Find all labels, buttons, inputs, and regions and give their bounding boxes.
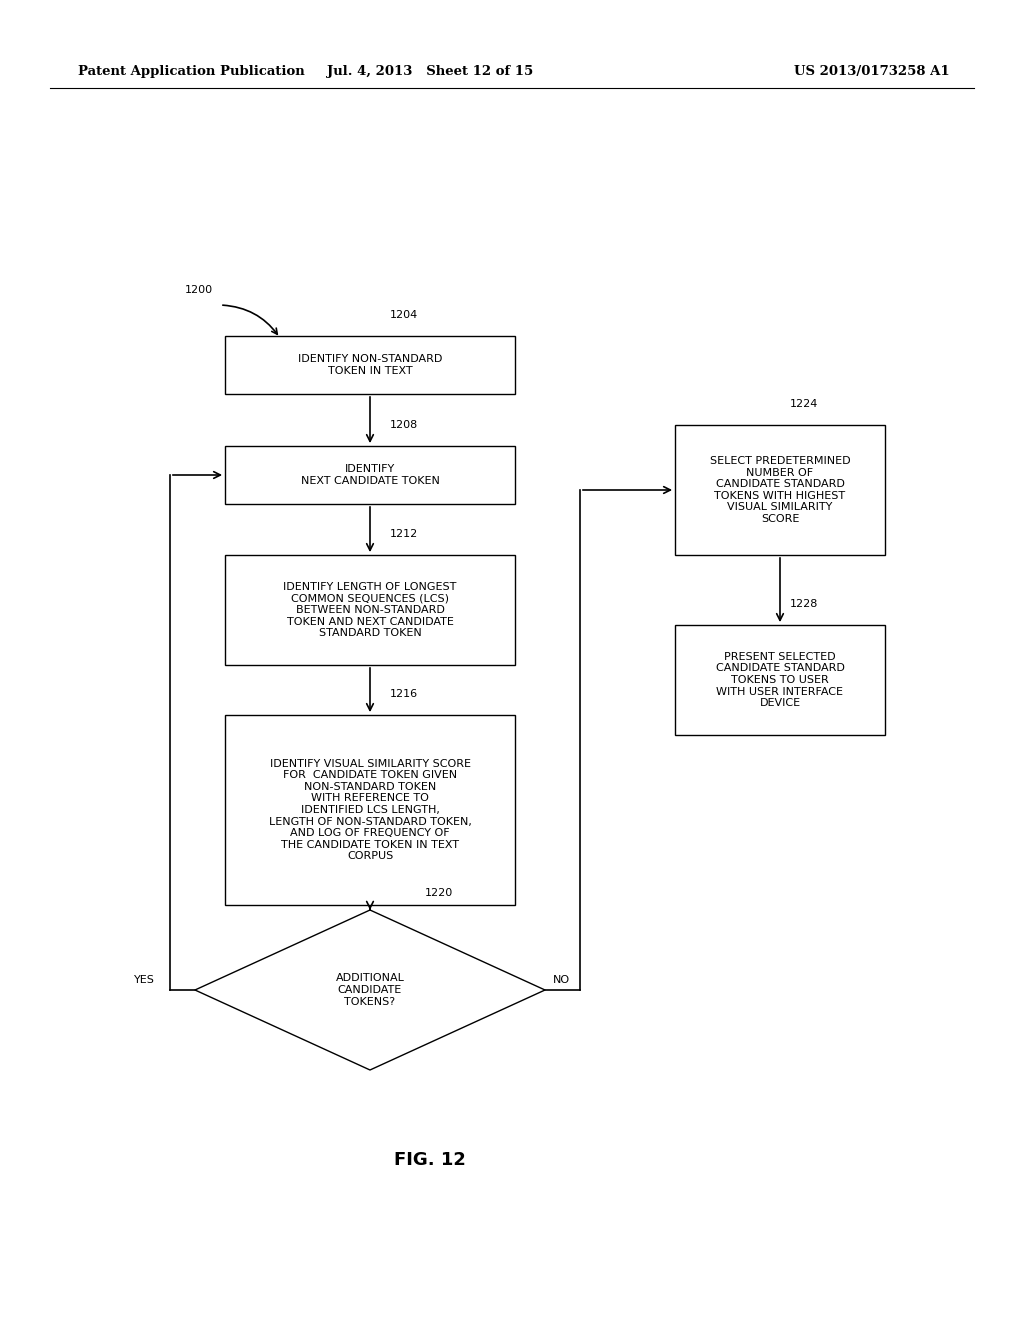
Bar (675, 425, 885, 554)
Text: NO: NO (553, 975, 570, 985)
Text: 1228: 1228 (790, 599, 818, 609)
Polygon shape (195, 909, 545, 1071)
Bar (225, 715, 515, 906)
Bar (225, 337, 515, 393)
Text: ADDITIONAL
CANDIDATE
TOKENS?: ADDITIONAL CANDIDATE TOKENS? (336, 973, 404, 1007)
Text: IDENTIFY VISUAL SIMILARITY SCORE
FOR  CANDIDATE TOKEN GIVEN
NON-STANDARD TOKEN
W: IDENTIFY VISUAL SIMILARITY SCORE FOR CAN… (268, 759, 471, 862)
Bar (225, 554, 515, 665)
Text: US 2013/0173258 A1: US 2013/0173258 A1 (795, 66, 950, 78)
Text: 1224: 1224 (790, 399, 818, 409)
Bar (225, 446, 515, 504)
Text: 1212: 1212 (390, 529, 418, 539)
Text: IDENTIFY NON-STANDARD
TOKEN IN TEXT: IDENTIFY NON-STANDARD TOKEN IN TEXT (298, 354, 442, 376)
Text: Jul. 4, 2013   Sheet 12 of 15: Jul. 4, 2013 Sheet 12 of 15 (327, 66, 534, 78)
Bar (675, 624, 885, 735)
Text: IDENTIFY
NEXT CANDIDATE TOKEN: IDENTIFY NEXT CANDIDATE TOKEN (301, 465, 439, 486)
Text: SELECT PREDETERMINED
NUMBER OF
CANDIDATE STANDARD
TOKENS WITH HIGHEST
VISUAL SIM: SELECT PREDETERMINED NUMBER OF CANDIDATE… (710, 455, 850, 524)
Text: 1216: 1216 (390, 689, 418, 700)
Text: 1208: 1208 (390, 420, 418, 430)
Text: Patent Application Publication: Patent Application Publication (78, 66, 305, 78)
Text: FIG. 12: FIG. 12 (394, 1151, 466, 1170)
Text: 1204: 1204 (390, 310, 418, 319)
Text: IDENTIFY LENGTH OF LONGEST
COMMON SEQUENCES (LCS)
BETWEEN NON-STANDARD
TOKEN AND: IDENTIFY LENGTH OF LONGEST COMMON SEQUEN… (284, 582, 457, 638)
Text: YES: YES (134, 975, 155, 985)
Text: PRESENT SELECTED
CANDIDATE STANDARD
TOKENS TO USER
WITH USER INTERFACE
DEVICE: PRESENT SELECTED CANDIDATE STANDARD TOKE… (716, 652, 845, 709)
Text: 1200: 1200 (185, 285, 213, 294)
Text: 1220: 1220 (425, 888, 454, 898)
